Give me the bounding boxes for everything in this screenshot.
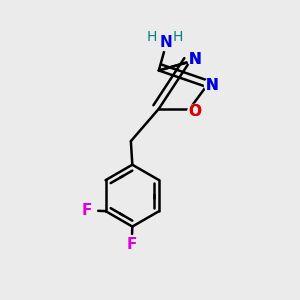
Text: H: H [172,30,183,44]
Circle shape [81,204,94,217]
Circle shape [158,34,174,51]
Circle shape [188,104,203,119]
Text: N: N [189,52,201,67]
Circle shape [125,238,138,251]
Text: O: O [189,104,202,119]
Text: F: F [126,237,136,252]
Circle shape [205,78,219,93]
Text: N: N [189,52,201,67]
Text: F: F [82,203,92,218]
Text: N: N [206,78,218,93]
Text: N: N [206,78,218,93]
Circle shape [188,52,203,67]
Text: O: O [189,104,202,119]
Text: H: H [147,30,157,44]
Text: N: N [160,35,172,50]
